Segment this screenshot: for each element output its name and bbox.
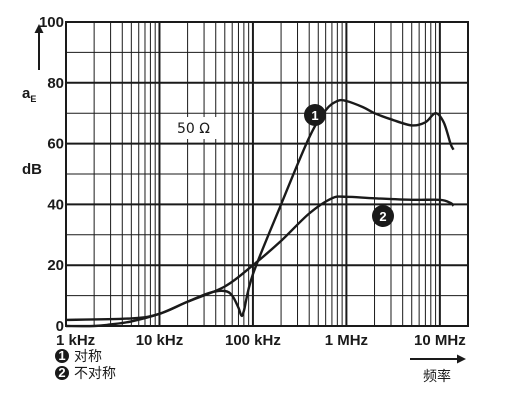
y-tick-label: 80 [47, 75, 64, 92]
plot-frame [65, 21, 469, 327]
legend-label: 对称 [74, 349, 102, 365]
y-axis-label: aE [22, 85, 36, 104]
y-tick-label: 20 [47, 257, 64, 274]
curves [65, 98, 455, 328]
y-tick-labels: 0 20 40 60 80 100 [39, 14, 64, 335]
curve-badge-2: 2 [372, 205, 394, 227]
x-tick-labels: 1 kHz 10 kHz 100 kHz 1 MHz 10 MHz [56, 332, 466, 349]
x-tick-label: 10 kHz [136, 332, 184, 349]
legend: 1 对称 2 不对称 [55, 348, 116, 382]
y-tick-label: 60 [47, 136, 64, 153]
minor-grid [65, 21, 469, 327]
legend-badge-number: 1 [58, 348, 65, 363]
ohm-annotation: 50 Ω [170, 117, 218, 139]
svg-text:2: 2 [379, 209, 386, 224]
y-tick-label: 40 [47, 196, 64, 213]
curve-badge-1: 1 [304, 104, 326, 126]
svg-text:1: 1 [311, 108, 318, 123]
series-line-1 [65, 98, 455, 322]
legend-item-2: 2 不对称 [55, 365, 116, 382]
x-tick-label: 1 kHz [56, 332, 95, 349]
curve-badges: 12 [304, 104, 394, 227]
x-tick-label: 1 MHz [325, 332, 368, 349]
ohm-annotation-text: 50 Ω [177, 121, 210, 137]
series-line-2 [65, 195, 455, 328]
y-tick-label: 0 [56, 318, 64, 335]
legend-label: 不对称 [74, 366, 116, 382]
legend-badge-number: 2 [58, 365, 65, 380]
legend-item-1: 1 对称 [55, 348, 102, 365]
y-axis-unit: dB [22, 161, 42, 178]
x-axis-label: 频率 [423, 368, 451, 385]
x-tick-label: 10 MHz [414, 332, 466, 349]
x-tick-label: 100 kHz [225, 332, 281, 349]
y-tick-label: 100 [39, 14, 64, 31]
